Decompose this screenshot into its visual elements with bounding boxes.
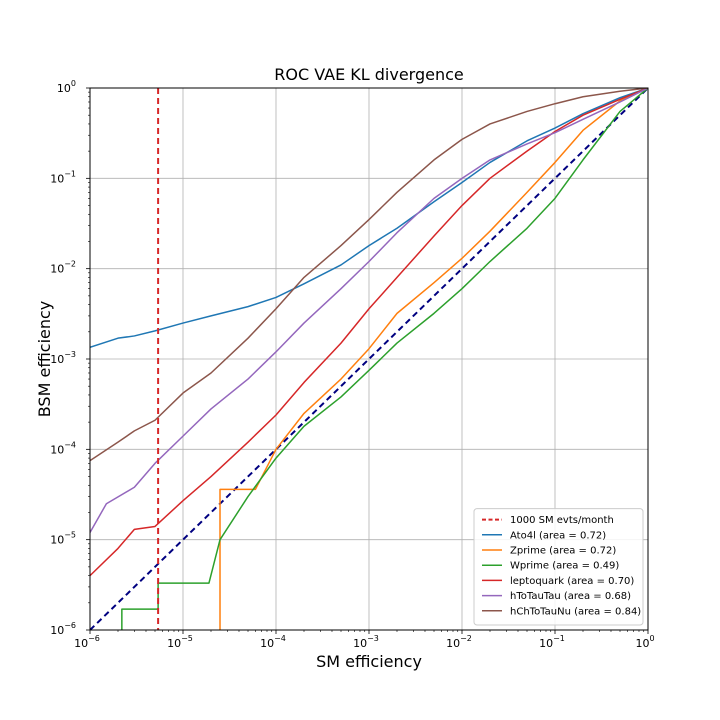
x-tick-label: 100 bbox=[635, 634, 654, 650]
x-tick-label: 10−4 bbox=[260, 634, 286, 650]
legend-entry-label: Zprime (area = 0.72) bbox=[510, 546, 616, 557]
y-axis-label: BSM efficiency bbox=[35, 301, 54, 418]
plot-area bbox=[90, 88, 648, 630]
y-tick-label: 100 bbox=[57, 79, 76, 95]
series-line-0 bbox=[90, 88, 648, 348]
legend: 1000 SM evts/month Ato4l (area = 0.72) Zpr… bbox=[473, 508, 644, 626]
legend-entry-label: Ato4l (area = 0.72) bbox=[510, 530, 606, 541]
legend-entry-label: hToTauTau (area = 0.68) bbox=[510, 591, 631, 602]
x-tick-label: 10−2 bbox=[446, 634, 472, 650]
y-tick-label: 10−6 bbox=[50, 621, 76, 637]
legend-entry-label: Wprime (area = 0.49) bbox=[510, 561, 619, 572]
x-tick-label: 10−1 bbox=[539, 634, 565, 650]
chart-title: ROC VAE KL divergence bbox=[274, 65, 464, 84]
x-axis-ticks: 10−6 10−5 10−4 10−3 10−2 10−1 100 bbox=[74, 630, 655, 650]
legend-entry-label: hChToTauNu (area = 0.84) bbox=[510, 606, 641, 617]
series-line-2 bbox=[121, 88, 648, 630]
y-axis-ticks: 10−6 10−5 10−4 10−3 10−2 10−1 100 bbox=[50, 79, 90, 637]
y-tick-label: 10−3 bbox=[50, 350, 76, 366]
y-tick-label: 10−4 bbox=[50, 440, 76, 456]
series-line-5 bbox=[90, 88, 648, 462]
legend-box bbox=[473, 508, 644, 626]
x-axis-label: SM efficiency bbox=[316, 652, 422, 671]
x-tick-label: 10−5 bbox=[167, 634, 193, 650]
x-tick-label: 10−6 bbox=[74, 634, 100, 650]
x-tick-label: 10−3 bbox=[353, 634, 379, 650]
y-tick-label: 10−2 bbox=[50, 260, 76, 276]
y-tick-label: 10−1 bbox=[50, 169, 76, 185]
legend-entry-label: 1000 SM evts/month bbox=[510, 515, 614, 526]
series-line-1 bbox=[219, 88, 648, 630]
series-line-4 bbox=[90, 88, 648, 533]
y-tick-label: 10−5 bbox=[50, 531, 76, 547]
legend-entry-label: leptoquark (area = 0.70) bbox=[510, 576, 634, 587]
